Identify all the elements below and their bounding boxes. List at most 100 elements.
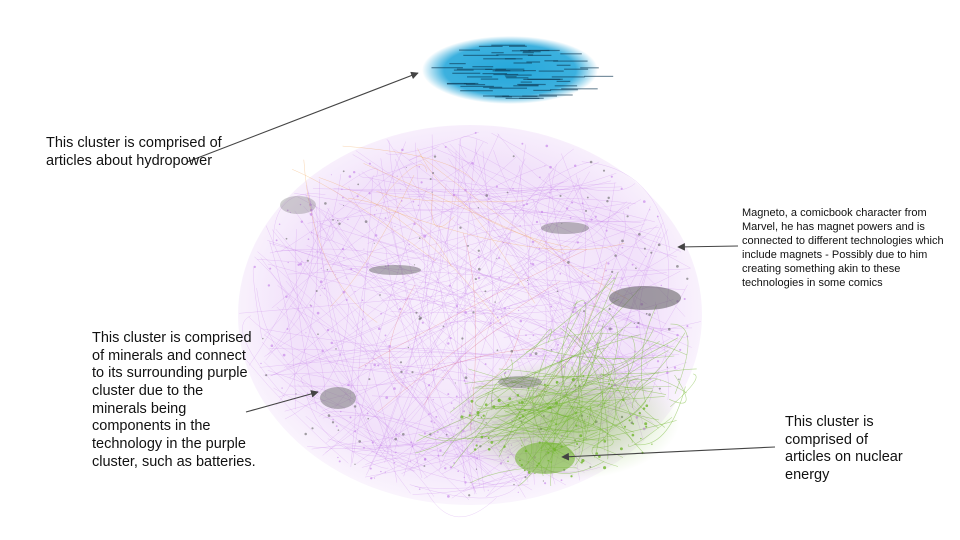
graph-edge	[378, 183, 447, 450]
graph-edge	[305, 194, 423, 479]
graph-edge	[383, 339, 490, 477]
graph-edge	[457, 270, 681, 315]
graph-edge	[332, 236, 511, 345]
graph-edge	[366, 304, 396, 318]
hydropower-node-label	[467, 76, 493, 78]
graph-node	[597, 325, 600, 327]
graph-edge	[338, 203, 692, 348]
graph-edge	[288, 231, 516, 275]
graph-node	[420, 181, 423, 184]
graph-edge	[333, 181, 564, 196]
graph-edge	[294, 192, 625, 214]
hydropower-node-label	[539, 94, 573, 96]
hydropower-node-label	[560, 53, 582, 55]
graph-edge	[332, 180, 612, 265]
graph-node	[535, 220, 539, 224]
graph-node	[332, 219, 334, 221]
graph-edge	[363, 235, 487, 289]
graph-edge	[285, 280, 389, 454]
graph-edge	[267, 185, 314, 355]
graph-edge	[267, 263, 693, 329]
graph-node	[370, 477, 373, 480]
graph-edge	[348, 186, 476, 339]
graph-node	[299, 203, 302, 206]
graph-node	[452, 189, 454, 191]
graph-edge	[442, 143, 646, 238]
hydropower-node-label	[449, 63, 466, 65]
graph-node	[556, 189, 558, 191]
graph-node	[679, 348, 682, 351]
graph-node	[285, 295, 288, 298]
graph-edge	[302, 162, 413, 273]
hydropower-node-label	[513, 62, 532, 64]
graph-edge	[248, 316, 437, 375]
graph-node	[607, 262, 610, 265]
graph-node	[527, 279, 529, 281]
graph-edge	[364, 430, 435, 497]
hydropower-node-label	[561, 88, 598, 90]
graph-node	[464, 311, 467, 314]
graph-node	[595, 293, 597, 295]
graph-node	[584, 301, 587, 305]
graph-node	[354, 430, 357, 433]
graph-node	[587, 275, 590, 278]
graph-edge	[519, 165, 533, 267]
graph-edge	[265, 225, 411, 494]
graph-node	[433, 422, 435, 424]
graph-node	[645, 312, 648, 315]
graph-edge	[561, 153, 603, 269]
graph-node	[300, 220, 304, 224]
graph-node	[531, 240, 535, 244]
graph-node	[278, 223, 281, 225]
graph-node	[589, 160, 593, 164]
graph-edge	[257, 251, 495, 480]
graph-edge	[453, 194, 536, 304]
hydropower-node-label	[526, 61, 541, 63]
graph-node	[442, 325, 445, 328]
hydropower-node-label	[533, 89, 552, 91]
graph-node	[606, 199, 609, 203]
graph-edge	[333, 134, 500, 410]
graph-node	[349, 416, 352, 419]
graph-node	[592, 305, 594, 307]
graph-node	[337, 219, 339, 222]
graph-node	[532, 334, 535, 337]
graph-node	[439, 449, 442, 452]
graph-node	[366, 263, 368, 265]
graph-node	[429, 433, 432, 436]
graph-node	[510, 349, 514, 353]
graph-edge	[312, 232, 648, 369]
graph-node	[309, 304, 311, 306]
hydropower-node-label	[551, 76, 585, 78]
graph-node	[363, 446, 365, 449]
graph-edge	[365, 457, 428, 478]
graph-node	[571, 310, 575, 314]
graph-node	[513, 483, 515, 486]
graph-edge	[263, 361, 505, 461]
graph-node	[431, 191, 433, 193]
graph-edge	[483, 192, 669, 277]
graph-node	[306, 259, 309, 262]
graph-edge	[365, 134, 433, 476]
graph-node	[418, 237, 421, 240]
hydropower-node-label	[483, 58, 516, 60]
graph-edge	[341, 287, 494, 387]
graph-node	[648, 353, 650, 355]
graph-edge	[447, 287, 535, 347]
graph-node	[342, 204, 345, 207]
graph-edge	[528, 148, 574, 301]
graph-edge	[265, 214, 362, 361]
hydropower-node-label	[472, 66, 494, 68]
graph-node	[331, 421, 335, 424]
graph-edge	[329, 174, 415, 308]
graph-edge	[489, 161, 600, 277]
graph-edge	[318, 222, 686, 339]
hydropower-node-label	[460, 85, 494, 87]
graph-node	[368, 162, 371, 165]
hydropower-node-label	[511, 50, 531, 52]
graph-edge	[349, 141, 407, 403]
graph-node	[432, 398, 434, 401]
hydropower-node-label	[494, 96, 512, 98]
graph-node	[656, 360, 660, 363]
graph-node	[610, 175, 613, 178]
